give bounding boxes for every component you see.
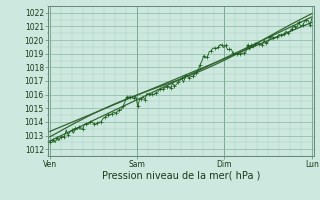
X-axis label: Pression niveau de la mer( hPa ): Pression niveau de la mer( hPa ) xyxy=(102,171,260,181)
